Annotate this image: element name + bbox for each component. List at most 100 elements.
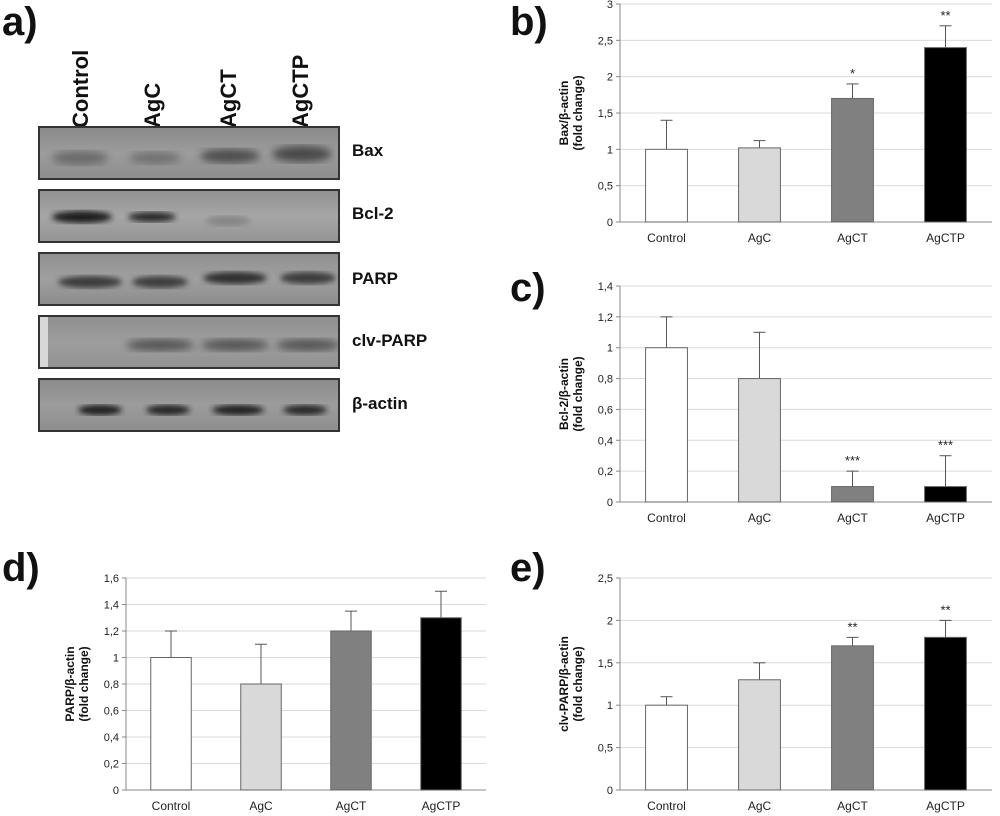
y-axis-label: (fold change) [571,646,585,721]
panel-letter-e: e) [510,546,546,590]
blot-label-bax: Bax [352,141,384,160]
bar-control [645,148,688,223]
x-tick-label: AgCTP [926,799,965,813]
blot-bands-bcl2 [52,211,250,226]
y-tick-label: 1,5 [598,658,613,670]
x-tick-label: AgC [748,511,772,525]
x-tick-label: AgCTP [926,511,965,525]
significance-marker: *** [938,438,953,453]
bar-agctp [420,617,462,791]
x-tick-label: Control [647,799,686,813]
blot-label-beta-actin: β-actin [352,394,408,413]
y-tick-label: 0 [113,785,119,797]
y-tick-label: 1,2 [104,626,119,638]
panel-letter-b: b) [510,0,548,44]
bar-agct [831,486,874,503]
y-tick-label: 0,4 [598,435,613,447]
bar-control [150,657,192,791]
y-axis-label: clv-PARP/β-actin [557,636,571,732]
y-axis-label: (fold change) [77,646,91,721]
x-tick-label: Control [152,799,191,813]
y-tick-label: 2 [607,615,613,627]
y-tick-label: 0,2 [598,466,613,478]
x-tick-label: AgCT [837,511,868,525]
blot-row-bcl2 [38,189,340,243]
y-axis-label: Bax/β-actin [557,81,571,146]
y-tick-label: 0 [607,785,613,797]
bar-agctp [924,47,967,223]
bar-agct [831,97,874,223]
blot-row-bax [38,126,340,180]
y-tick-label: 0 [607,497,613,509]
y-tick-label: 1 [607,700,613,712]
y-tick-label: 1,2 [598,312,613,324]
y-tick-label: 0,6 [598,404,613,416]
blot-bands-clv-parp [40,317,338,367]
x-tick-label: Control [647,511,686,525]
y-tick-label: 0,8 [598,374,613,386]
x-tick-label: AgCT [837,231,868,245]
y-tick-label: 2,5 [598,35,613,47]
panel-letter-d: d) [2,546,40,590]
bar-agc [240,683,282,791]
blot-label-bcl2: Bcl-2 [352,204,394,223]
panel-letter-a: a) [2,0,38,44]
y-tick-label: 1,4 [598,281,613,293]
x-tick-label: AgC [748,231,772,245]
bar-control [645,347,688,503]
bar-agc [738,147,781,223]
bar-agctp [924,636,967,791]
bar-agct [330,630,372,791]
y-tick-label: 1,6 [104,573,119,585]
y-tick-label: 0,2 [104,759,119,771]
y-tick-label: 1,5 [598,108,613,120]
blot-bands-parp [58,272,336,288]
significance-marker: * [850,66,855,81]
y-tick-label: 0 [607,217,613,229]
bar-agctp [924,486,967,503]
y-tick-label: 0,5 [598,181,613,193]
blot-row-clv-parp [38,315,340,369]
y-tick-label: 1 [607,144,613,156]
blot-bands-bax [52,146,332,165]
significance-marker: ** [940,8,950,23]
x-tick-label: AgCTP [422,799,461,813]
bar-agc [738,679,781,791]
x-tick-label: AgCTP [926,231,965,245]
significance-marker: *** [845,453,860,468]
blot-row-parp [38,252,340,306]
bar-control [645,704,688,791]
y-tick-label: 0,4 [104,732,119,744]
x-tick-label: AgC [249,799,273,813]
blot-label-clv-parp: clv-PARP [352,331,428,350]
blot-label-parp: PARP [352,269,398,288]
y-axis-label: PARP/β-actin [63,646,77,721]
y-axis-label: (fold change) [571,356,585,431]
y-tick-label: 1 [607,343,613,355]
y-tick-label: 2,5 [598,573,613,585]
x-tick-label: AgCT [837,799,868,813]
bar-agc [738,378,781,503]
y-axis-label: Bcl-2/β-actin [557,358,571,430]
y-tick-label: 3 [607,0,613,11]
blot-bands-beta-actin [78,405,327,415]
x-tick-label: AgCT [336,799,367,813]
bar-agct [831,645,874,791]
y-tick-label: 0,8 [104,679,119,691]
x-tick-label: Control [647,231,686,245]
y-axis-label: (fold change) [571,75,585,150]
y-tick-label: 1 [113,653,119,665]
y-tick-label: 0,6 [104,706,119,718]
significance-marker: ** [847,619,857,634]
y-tick-label: 1,4 [104,600,119,612]
blot-row-beta-actin [38,378,340,432]
panel-letter-c: c) [510,266,546,310]
y-tick-label: 0,5 [598,743,613,755]
significance-marker: ** [940,602,950,617]
x-tick-label: AgC [748,799,772,813]
y-tick-label: 2 [607,72,613,84]
